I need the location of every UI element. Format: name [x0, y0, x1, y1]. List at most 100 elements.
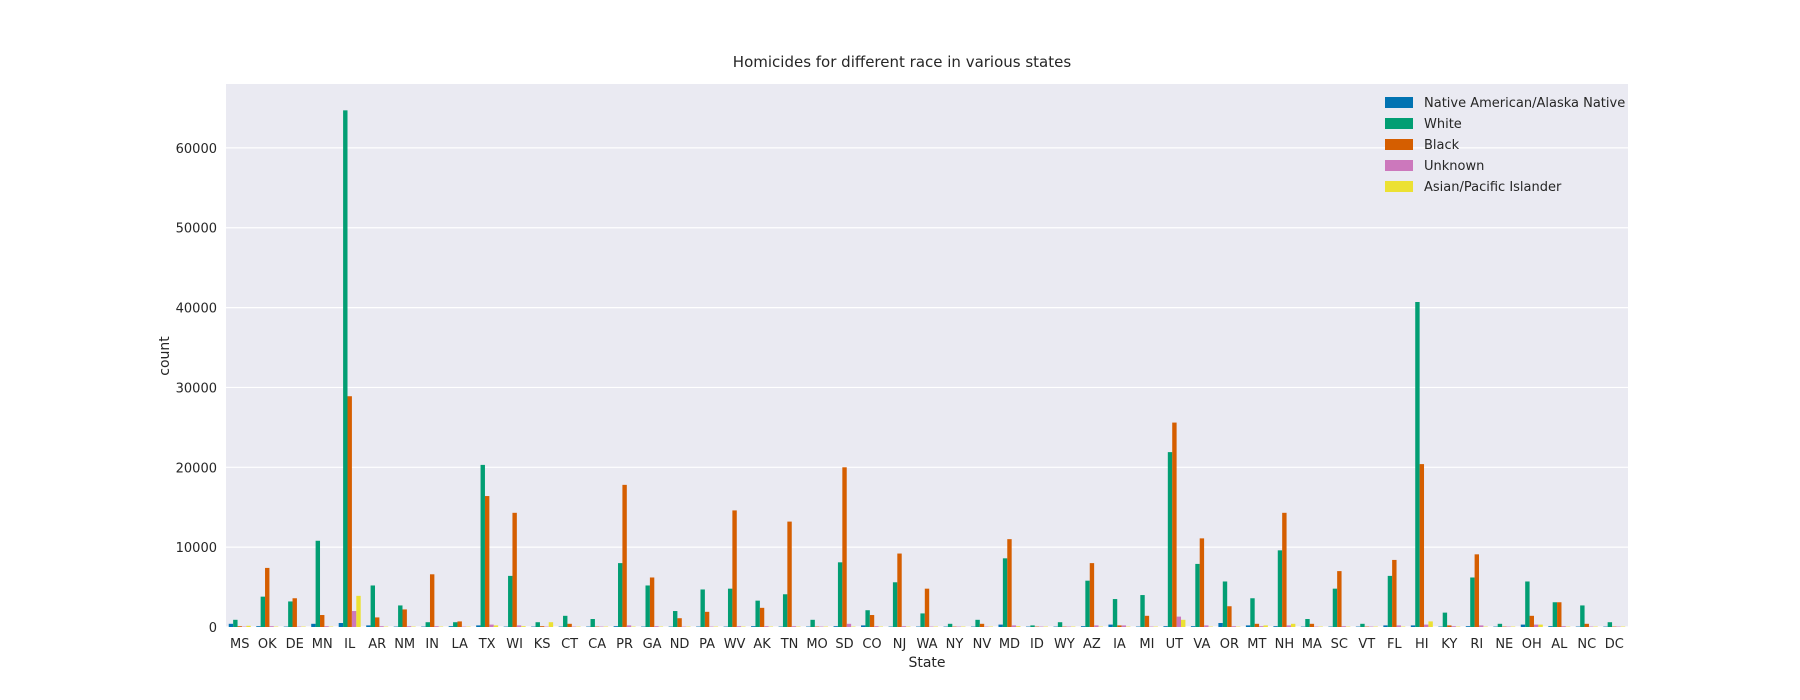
plot-background: [226, 84, 1628, 627]
y-axis-label: count: [157, 336, 173, 376]
bar: [1470, 577, 1475, 627]
bar: [1282, 512, 1287, 627]
bar: [448, 626, 454, 627]
bar: [764, 626, 769, 627]
x-tick-label: AL: [1551, 637, 1568, 652]
x-axis-ticks: MS OK DE MN IL AR NM IN LA TX WI KS CT CA PR GA ND PA WV AK…: [230, 637, 1624, 652]
bar: [727, 588, 733, 627]
bar: [567, 623, 572, 627]
x-tick-label: MD: [999, 637, 1020, 652]
bar: [1529, 615, 1534, 627]
y-tick-label: 0: [209, 621, 217, 636]
bar: [1424, 624, 1429, 627]
bar: [979, 623, 985, 627]
x-tick-label: GA: [643, 637, 662, 652]
x-tick-label: OK: [258, 637, 277, 652]
bar: [810, 619, 815, 627]
x-tick-label: UT: [1166, 637, 1184, 652]
x-tick-label: NM: [394, 637, 415, 652]
bar: [457, 621, 462, 627]
x-tick-label: IL: [344, 637, 356, 652]
bar: [480, 464, 485, 627]
bar: [1360, 623, 1365, 627]
x-tick-label: OH: [1522, 637, 1542, 652]
bar: [874, 626, 879, 627]
bar: [1163, 626, 1168, 627]
bar: [1332, 588, 1338, 627]
legend-label: Unknown: [1424, 159, 1484, 174]
x-tick-label: IN: [425, 637, 439, 652]
x-tick-label: AZ: [1083, 637, 1101, 652]
bar: [535, 622, 540, 627]
bar: [654, 626, 659, 627]
bar: [489, 624, 494, 627]
bar: [476, 625, 481, 627]
x-tick-label: WV: [724, 637, 746, 652]
bar: [751, 626, 756, 627]
bar: [233, 619, 238, 627]
y-tick-label: 30000: [176, 381, 217, 396]
bar: [1552, 602, 1558, 627]
x-tick-label: NC: [1577, 637, 1596, 652]
bar: [1227, 606, 1232, 627]
bar: [356, 595, 361, 627]
bar: [246, 625, 251, 627]
x-tick-label: VA: [1193, 637, 1210, 652]
bar: [1190, 626, 1196, 627]
bar: [975, 619, 980, 627]
bar: [563, 615, 568, 627]
bar: [1181, 619, 1186, 627]
bar: [324, 626, 329, 627]
bar: [1108, 624, 1113, 627]
bar: [343, 110, 348, 628]
x-tick-label: NJ: [893, 637, 907, 652]
bar: [1172, 422, 1177, 627]
x-tick-label: LA: [451, 637, 468, 652]
bar: [1561, 626, 1566, 627]
bar: [1263, 625, 1268, 627]
legend-swatch: [1385, 181, 1413, 192]
bar: [1419, 464, 1425, 627]
bar: [645, 585, 650, 627]
y-tick-label: 40000: [176, 302, 217, 317]
bar: [260, 596, 266, 627]
y-tick-label: 60000: [176, 142, 217, 157]
x-tick-label: TN: [780, 637, 799, 652]
bar: [837, 562, 843, 627]
legend-label: Asian/Pacific Islander: [1424, 180, 1562, 195]
legend-label: White: [1424, 117, 1462, 132]
x-tick-label: AR: [368, 637, 386, 652]
y-axis-ticks: 0 10000 20000 30000 40000 50000 60000: [176, 142, 217, 636]
bar: [704, 611, 710, 627]
x-tick-label: TX: [478, 637, 496, 652]
bar: [1451, 626, 1456, 627]
bar: [892, 582, 898, 627]
bar: [1497, 623, 1503, 627]
legend-swatch: [1385, 160, 1413, 171]
bar: [590, 619, 595, 627]
bar: [265, 567, 270, 627]
x-tick-label: PR: [616, 637, 633, 652]
bar: [1415, 301, 1420, 627]
x-tick-label: MA: [1302, 637, 1322, 652]
bar: [1144, 615, 1150, 627]
bar: [374, 617, 380, 627]
bar: [548, 622, 554, 627]
legend-swatch: [1385, 139, 1413, 150]
bar: [947, 623, 953, 627]
legend-swatch: [1385, 97, 1413, 108]
bar: [649, 577, 655, 627]
bar: [288, 601, 293, 627]
y-tick-label: 50000: [176, 222, 217, 237]
legend: Native American/Alaska Native White Black U…: [1385, 96, 1625, 195]
bar: [398, 605, 403, 627]
bar: [1231, 626, 1236, 627]
bar: [782, 594, 788, 627]
bar: [539, 626, 545, 627]
x-tick-label: NV: [973, 637, 992, 652]
bar: [1525, 581, 1530, 627]
bar: [920, 613, 925, 627]
x-tick-label: SC: [1331, 637, 1348, 652]
bar: [406, 626, 412, 627]
bar: [1580, 605, 1585, 627]
